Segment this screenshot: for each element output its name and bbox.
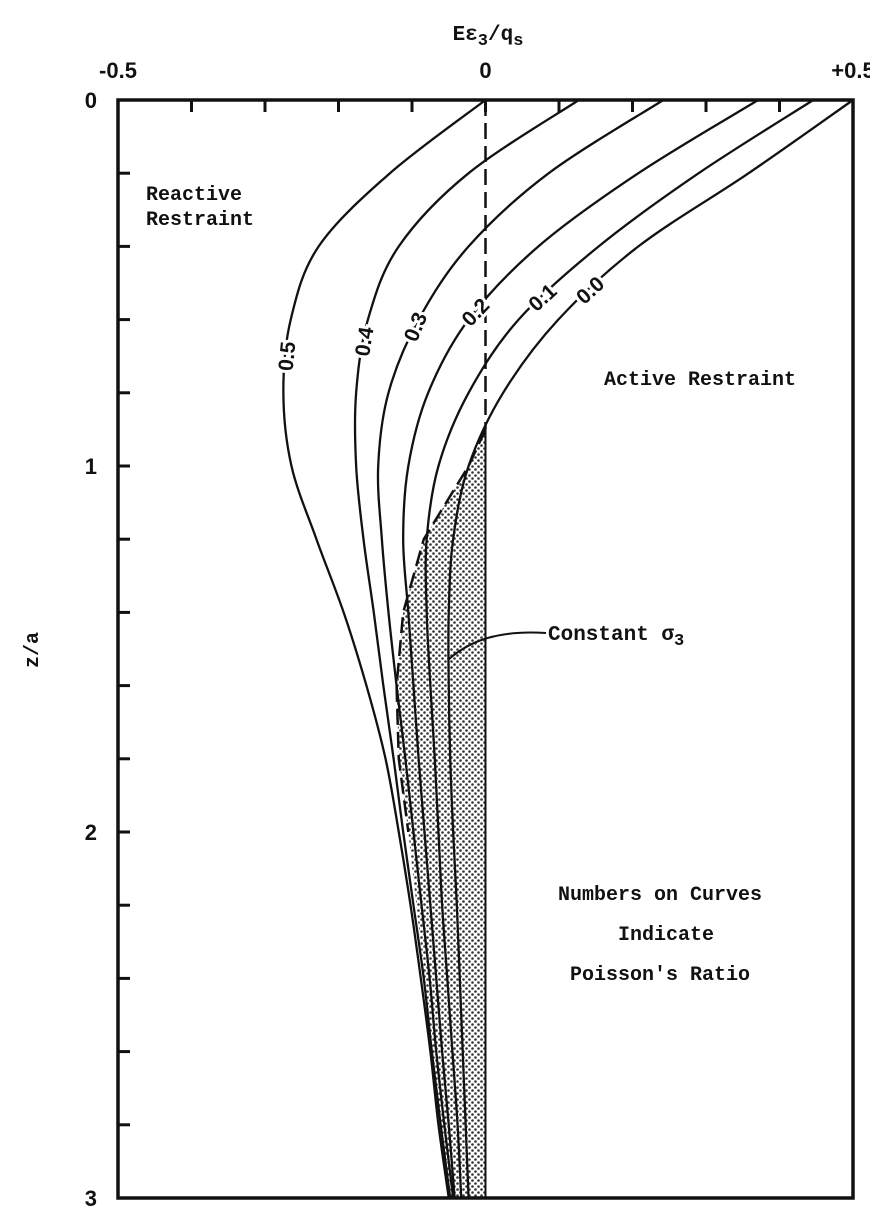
curve xyxy=(447,99,854,1199)
curve-label: 0.4 xyxy=(351,325,378,358)
y-tick-label: 2 xyxy=(85,820,97,845)
region-boundary xyxy=(395,428,487,833)
curve-label: 0.3 xyxy=(400,309,432,345)
x-axis-label-part: Eε xyxy=(453,24,478,47)
curve xyxy=(376,99,664,1199)
x-tick-label: -0.5 xyxy=(99,58,137,83)
curve-label: 0.0 xyxy=(572,272,609,309)
constant-region xyxy=(396,429,486,1198)
annotation: Poisson's Ratio xyxy=(570,964,750,987)
y-axis-label: z/a xyxy=(22,632,45,668)
region-label-part: 3 xyxy=(674,632,684,651)
annotation: Numbers on Curves xyxy=(558,884,762,907)
y-tick-label: 3 xyxy=(85,1186,97,1211)
x-tick-label: +0.5 xyxy=(831,58,870,83)
annotation: Reactive xyxy=(146,184,242,207)
y-tick-label: 0 xyxy=(85,88,97,113)
curve xyxy=(282,99,487,1199)
x-tick-label: 0 xyxy=(479,58,491,83)
curve-label: 0.5 xyxy=(275,340,301,372)
x-axis-label: Eε3/qs xyxy=(453,24,524,51)
annotation: Indicate xyxy=(606,924,714,947)
y-tick-label: 1 xyxy=(85,454,97,479)
curve-label: 0.1 xyxy=(524,279,561,316)
curve xyxy=(353,99,580,1199)
x-axis-label-part: s xyxy=(513,32,523,51)
curve xyxy=(402,99,759,1199)
curve xyxy=(424,99,814,1199)
annotation: Active Restraint xyxy=(604,369,796,392)
annotation: Restraint xyxy=(146,209,254,232)
region-label: Constant σ3 xyxy=(548,624,684,651)
x-axis-label-part: /q xyxy=(488,24,513,47)
x-axis-label-part: 3 xyxy=(478,32,488,51)
region-label-part: Constant σ xyxy=(548,624,674,647)
leader xyxy=(447,631,547,661)
